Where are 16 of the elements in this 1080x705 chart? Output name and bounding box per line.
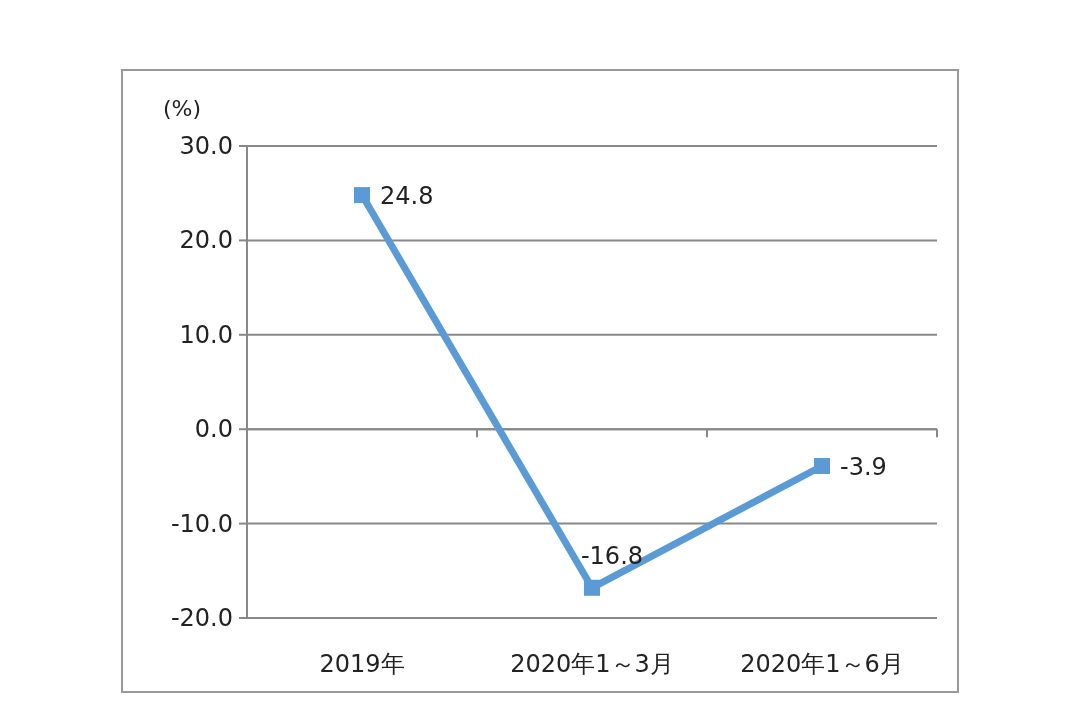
x-tick-label: 2020年1～3月	[510, 650, 674, 678]
y-tick-label: 10.0	[179, 320, 233, 349]
x-tick-label: 2019年	[319, 650, 405, 678]
data-label: -3.9	[840, 453, 887, 482]
y-axis-title: (%)	[162, 96, 202, 121]
y-tick-label: 20.0	[179, 226, 233, 255]
y-tick-label: 0.0	[194, 415, 233, 444]
data-label: -16.8	[580, 541, 644, 570]
y-tick-label: 30.0	[179, 132, 233, 160]
point	[354, 187, 370, 204]
x-tick-label: 2020年1～6月	[740, 650, 904, 678]
y-tick-label: -20.0	[170, 604, 233, 632]
data-label: 24.8	[380, 182, 434, 211]
point	[584, 579, 600, 596]
y-tick-label: -10.0	[170, 509, 233, 538]
point	[814, 458, 830, 475]
